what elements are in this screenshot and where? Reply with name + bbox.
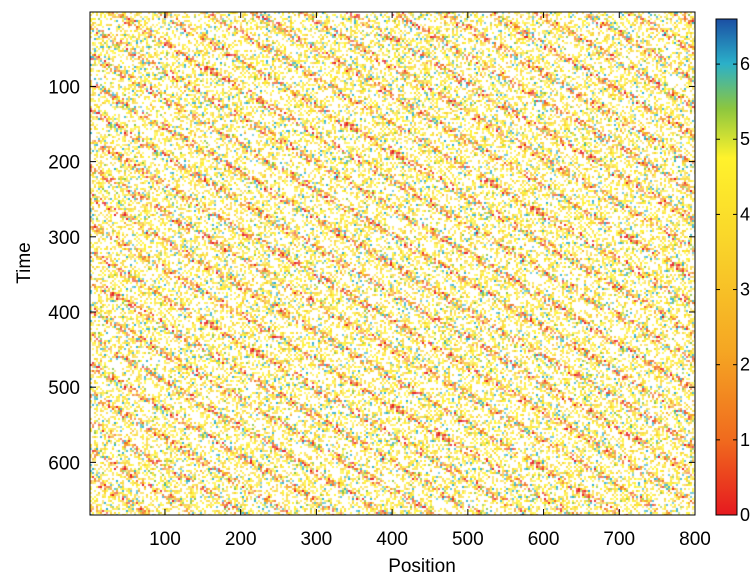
x-axis-label: Position <box>388 556 456 576</box>
heatmap-cells <box>90 12 695 515</box>
colorbar-gradient <box>715 18 738 516</box>
colorbar-tick-label: 5 <box>740 129 750 149</box>
x-tick-label: 800 <box>679 529 711 550</box>
colorbar: 0 1 2 3 4 5 6 <box>715 18 750 525</box>
colorbar-tick-label: 6 <box>740 54 750 74</box>
x-tick-label: 200 <box>225 529 257 550</box>
y-axis: 100 200 300 400 500 600 <box>48 77 695 474</box>
colorbar-tick-label: 0 <box>740 505 750 525</box>
x-tick-label: 100 <box>149 529 181 550</box>
colorbar-tick-label: 2 <box>740 355 750 375</box>
colorbar-tick-label: 3 <box>740 280 750 300</box>
plot-area <box>89 11 696 516</box>
colorbar-ticks: 0 1 2 3 4 5 6 <box>716 54 750 525</box>
y-tick-label: 200 <box>48 153 80 174</box>
heatmap-raster <box>90 12 695 515</box>
y-tick-label: 600 <box>48 453 80 474</box>
x-tick-label: 300 <box>301 529 333 550</box>
colorbar-tick-label: 1 <box>740 430 750 450</box>
x-tick-label: 700 <box>603 529 635 550</box>
y-tick-label: 500 <box>48 378 80 399</box>
x-tick-label: 500 <box>452 529 484 550</box>
y-tick-label: 300 <box>48 228 80 249</box>
x-tick-label: 600 <box>528 529 560 550</box>
x-tick-label: 400 <box>376 529 408 550</box>
colorbar-tick-label: 4 <box>740 204 750 224</box>
x-axis: 100 200 300 400 500 600 700 800 <box>149 12 711 550</box>
y-axis-label: Time <box>14 242 35 284</box>
y-tick-label: 400 <box>48 303 80 324</box>
y-tick-label: 100 <box>48 77 80 98</box>
